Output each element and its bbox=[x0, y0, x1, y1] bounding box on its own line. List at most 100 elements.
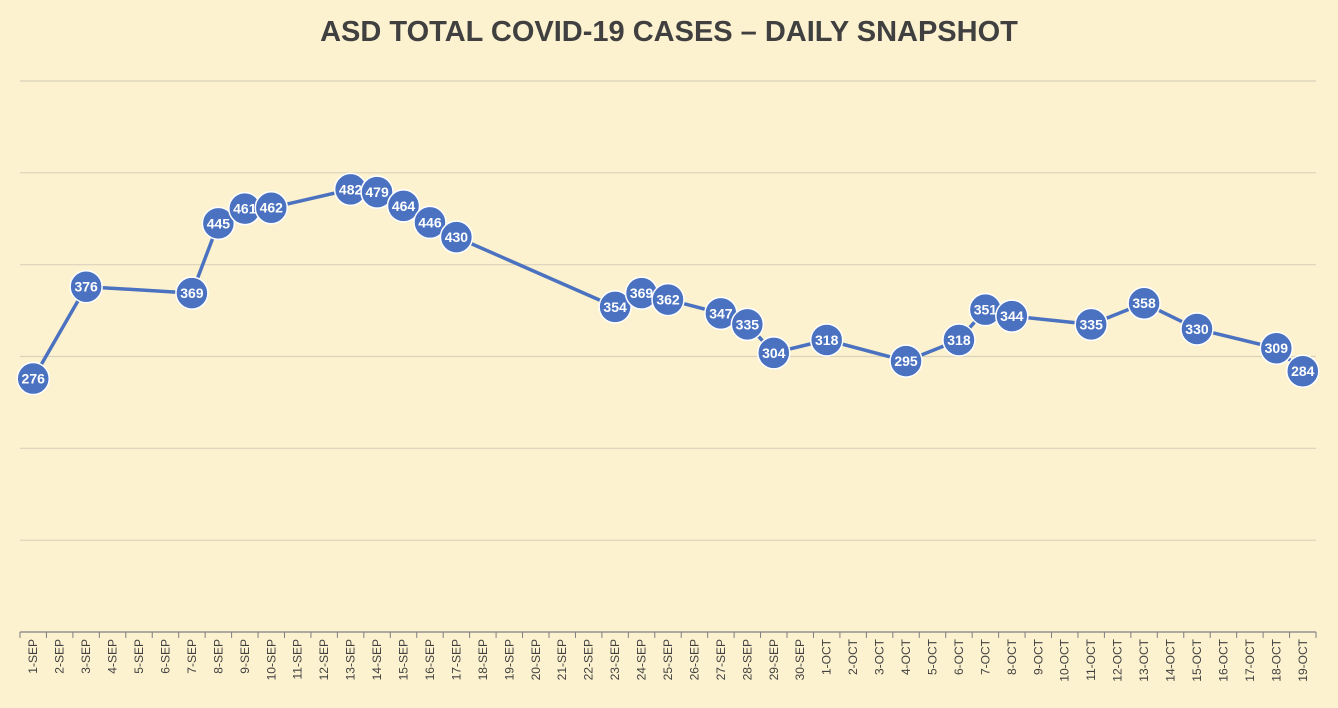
data-label: 446 bbox=[418, 214, 442, 230]
x-tick-label: 4-SEP bbox=[106, 639, 120, 674]
data-point bbox=[1286, 354, 1320, 388]
data-point bbox=[16, 361, 50, 396]
x-tick-label: 12-SEP bbox=[317, 639, 331, 680]
data-point bbox=[360, 175, 394, 209]
x-tick-label: 5-OCT bbox=[925, 638, 939, 675]
data-label: 462 bbox=[260, 200, 284, 216]
data-point bbox=[1180, 312, 1214, 346]
x-tick-label: 11-SEP bbox=[291, 639, 305, 679]
data-label: 461 bbox=[233, 201, 257, 217]
x-tick-label: 3-SEP bbox=[79, 639, 93, 674]
x-tick-label: 2-OCT bbox=[846, 638, 860, 675]
x-tick-label: 19-SEP bbox=[502, 639, 516, 680]
x-tick-label: 6-OCT bbox=[952, 638, 966, 675]
data-point bbox=[598, 290, 632, 324]
x-tick-label: 1-SEP bbox=[26, 639, 40, 674]
x-tick-label: 15-SEP bbox=[397, 639, 411, 680]
data-label: 330 bbox=[1185, 321, 1209, 337]
data-point bbox=[942, 323, 976, 357]
data-point bbox=[1259, 331, 1294, 365]
data-label: 430 bbox=[445, 229, 469, 245]
x-tick-label: 2-SEP bbox=[53, 639, 67, 674]
x-tick-label: 11-OCT bbox=[1084, 638, 1098, 680]
data-label: 276 bbox=[22, 371, 46, 387]
x-tick-label: 26-SEP bbox=[687, 639, 701, 680]
x-tick-label: 7-SEP bbox=[185, 639, 199, 674]
data-label: 318 bbox=[815, 332, 839, 348]
x-tick-label: 19-OCT bbox=[1296, 638, 1310, 681]
x-tick-label: 16-SEP bbox=[423, 639, 437, 680]
data-label: 445 bbox=[207, 215, 231, 231]
x-tick-label: 28-SEP bbox=[740, 639, 754, 680]
x-tick-label: 18-OCT bbox=[1269, 638, 1283, 681]
data-point bbox=[386, 189, 421, 223]
data-point bbox=[201, 206, 236, 241]
data-point bbox=[889, 344, 923, 378]
x-tick-label: 13-SEP bbox=[344, 639, 358, 680]
data-label: 318 bbox=[947, 332, 971, 348]
x-tick-label: 14-OCT bbox=[1164, 638, 1178, 681]
x-tick-label: 16-OCT bbox=[1216, 638, 1230, 681]
x-tick-label: 9-OCT bbox=[1031, 638, 1045, 675]
data-label: 351 bbox=[974, 302, 998, 318]
data-label: 362 bbox=[656, 292, 680, 308]
x-tick-label: 4-OCT bbox=[899, 638, 913, 675]
x-tick-label: 14-SEP bbox=[370, 639, 384, 680]
data-point bbox=[175, 276, 209, 310]
x-tick-label: 25-SEP bbox=[661, 639, 675, 680]
data-label: 335 bbox=[736, 316, 760, 332]
x-tick-label: 3-OCT bbox=[873, 638, 887, 675]
x-tick-label: 29-SEP bbox=[767, 639, 781, 680]
x-tick-label: 17-OCT bbox=[1243, 638, 1257, 681]
data-label: 369 bbox=[630, 285, 654, 301]
x-tick-label: 10-OCT bbox=[1058, 638, 1072, 681]
x-tick-label: 12-OCT bbox=[1111, 638, 1125, 681]
x-tick-label: 17-SEP bbox=[449, 639, 463, 680]
data-label: 304 bbox=[762, 345, 786, 361]
data-point bbox=[1074, 307, 1108, 342]
data-label: 309 bbox=[1265, 340, 1289, 356]
x-tick-label: 6-SEP bbox=[158, 639, 172, 674]
data-label: 335 bbox=[1080, 316, 1104, 332]
data-point bbox=[730, 307, 765, 342]
data-label: 347 bbox=[709, 305, 733, 321]
data-point bbox=[651, 282, 685, 317]
data-point bbox=[995, 299, 1029, 333]
data-label: 295 bbox=[894, 353, 918, 369]
x-tick-label: 8-SEP bbox=[211, 639, 225, 674]
data-label: 479 bbox=[365, 184, 389, 200]
data-label: 369 bbox=[180, 285, 204, 301]
data-point bbox=[254, 190, 289, 225]
x-tick-label: 7-OCT bbox=[978, 638, 992, 675]
data-point bbox=[439, 220, 474, 254]
data-label: 376 bbox=[74, 279, 98, 295]
x-tick-label: 5-SEP bbox=[132, 639, 146, 674]
data-label: 464 bbox=[392, 198, 416, 214]
data-label: 358 bbox=[1132, 295, 1156, 311]
data-point bbox=[757, 336, 791, 370]
data-point bbox=[809, 323, 844, 357]
x-tick-label: 1-OCT bbox=[820, 638, 834, 675]
data-point bbox=[413, 205, 447, 240]
x-tick-label: 30-SEP bbox=[793, 639, 807, 680]
chart-title: ASD TOTAL COVID-19 CASES – DAILY SNAPSHO… bbox=[320, 16, 1018, 48]
x-tick-label: 21-SEP bbox=[555, 639, 569, 680]
x-tick-label: 27-SEP bbox=[714, 639, 728, 680]
data-label: 344 bbox=[1000, 308, 1024, 324]
data-label: 284 bbox=[1291, 363, 1315, 379]
x-tick-label: 9-SEP bbox=[238, 639, 252, 674]
x-tick-label: 22-SEP bbox=[582, 639, 596, 680]
data-label: 482 bbox=[339, 181, 363, 197]
data-point bbox=[69, 269, 103, 304]
x-tick-label: 13-OCT bbox=[1137, 638, 1151, 681]
x-tick-label: 23-SEP bbox=[608, 639, 622, 680]
x-tick-label: 20-SEP bbox=[529, 639, 543, 680]
x-tick-label: 24-SEP bbox=[635, 639, 649, 680]
x-tick-label: 15-OCT bbox=[1190, 638, 1204, 681]
data-label: 354 bbox=[603, 299, 627, 315]
x-tick-label: 10-SEP bbox=[264, 639, 278, 680]
x-tick-label: 18-SEP bbox=[476, 639, 490, 680]
x-tick-label: 8-OCT bbox=[1005, 638, 1019, 675]
